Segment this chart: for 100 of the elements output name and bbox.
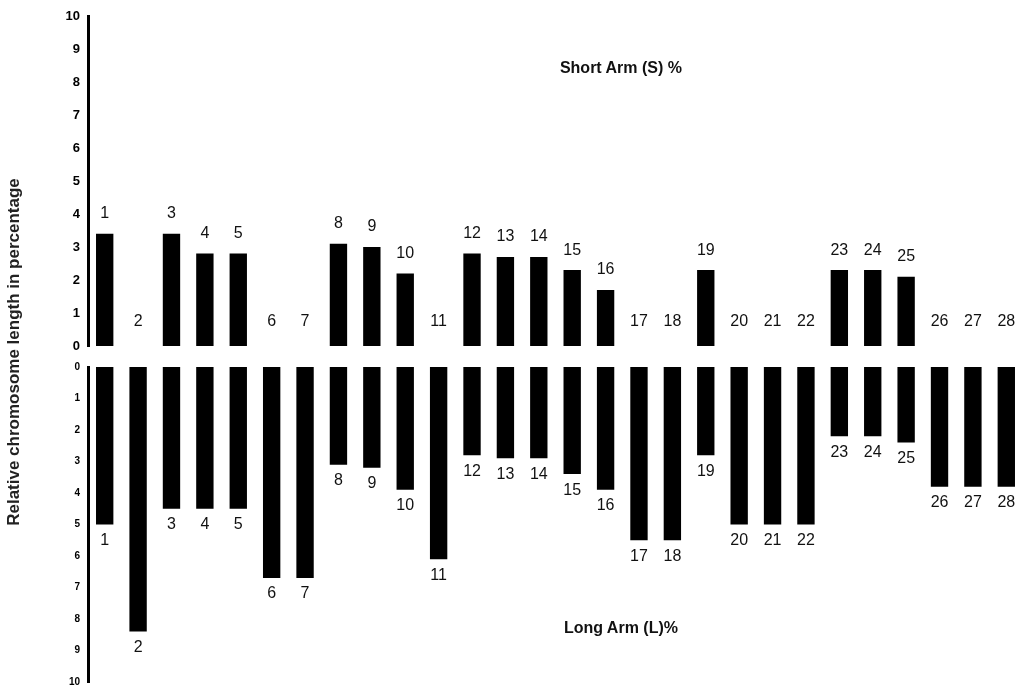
bar: [262, 367, 281, 579]
x-tick-label: 2: [133, 312, 143, 330]
x-tick-label: 9: [367, 474, 377, 492]
bar: [496, 256, 515, 346]
x-tick-label: 16: [596, 260, 615, 278]
x-tick-label: 10: [396, 243, 415, 261]
x-tick-label: 12: [463, 461, 482, 479]
bar: [329, 367, 348, 465]
y-tick-label: 8: [74, 612, 81, 624]
bar: [697, 270, 715, 346]
bar: [463, 367, 481, 456]
bar: [196, 367, 214, 509]
annotation: Short Arm (S) %: [559, 59, 682, 77]
y-axis-title: Relative chromosome length in percentage: [4, 178, 24, 526]
bar: [496, 367, 515, 459]
y-tick-label: 8: [72, 73, 80, 89]
bar: [697, 367, 715, 456]
x-tick-label: 28: [997, 493, 1016, 511]
x-tick-label: 10: [396, 496, 415, 514]
x-tick-label: 15: [563, 480, 582, 498]
x-tick-label: 5: [233, 224, 243, 242]
bar: [396, 273, 414, 346]
bar: [162, 367, 181, 509]
bar: [997, 367, 1015, 487]
y-tick-label: 10: [65, 7, 80, 23]
bar: [329, 243, 348, 346]
bar: [596, 289, 615, 346]
x-tick-label: 27: [964, 493, 982, 511]
x-tick-label: 20: [730, 312, 749, 330]
bar: [763, 367, 782, 525]
x-tick-label: 16: [596, 496, 615, 514]
x-tick-label: 22: [797, 530, 815, 548]
bar: [296, 367, 314, 579]
bar: [229, 253, 247, 346]
x-tick-label: 19: [696, 461, 715, 479]
y-tick-label: 10: [68, 675, 81, 687]
x-tick-label: 26: [930, 312, 949, 330]
bar: [864, 270, 882, 346]
bar: [162, 233, 181, 346]
x-tick-label: 11: [430, 565, 448, 583]
bar: [964, 367, 982, 487]
x-tick-label: 3: [167, 204, 177, 222]
annotation: Long Arm (L)%: [563, 618, 678, 636]
y-tick-label: 9: [72, 40, 80, 56]
y-tick-label: 6: [72, 139, 80, 155]
x-tick-label: 1: [100, 204, 110, 222]
y-tick-label: 5: [72, 172, 80, 188]
x-tick-label: 6: [267, 312, 277, 330]
x-tick-label: 12: [463, 224, 482, 242]
bar: [196, 253, 214, 346]
y-tick-label: 0: [72, 337, 80, 353]
bar: [129, 367, 147, 632]
x-tick-label: 14: [529, 464, 548, 482]
bar: [864, 367, 882, 437]
x-tick-label: 13: [496, 464, 515, 482]
x-tick-label: 21: [763, 530, 782, 548]
x-tick-label: 5: [233, 515, 243, 533]
x-tick-label: 25: [897, 247, 916, 265]
x-tick-label: 20: [730, 530, 749, 548]
x-tick-label: 18: [663, 312, 682, 330]
bar: [363, 247, 381, 346]
x-tick-label: 24: [863, 442, 882, 460]
x-tick-label: 24: [863, 240, 882, 258]
x-tick-label: 9: [367, 217, 377, 235]
bar: [897, 276, 915, 346]
bar: [596, 367, 615, 490]
bar: [830, 367, 849, 437]
y-tick-label: 0: [74, 360, 81, 372]
x-tick-label: 27: [964, 312, 982, 330]
x-tick-label: 23: [830, 442, 849, 460]
x-tick-label: 4: [200, 224, 210, 242]
y-tick-label: 2: [72, 271, 80, 287]
bar: [96, 233, 114, 346]
bar: [897, 367, 915, 443]
x-tick-label: 8: [333, 471, 343, 489]
x-tick-label: 28: [997, 312, 1016, 330]
bar: [630, 367, 648, 541]
x-tick-label: 15: [563, 240, 582, 258]
bar: [363, 367, 381, 468]
x-tick-label: 7: [300, 312, 310, 330]
x-tick-label: 11: [430, 312, 448, 330]
x-tick-label: 25: [897, 449, 916, 467]
y-tick-label: 9: [74, 644, 81, 656]
bar: [563, 367, 581, 475]
x-tick-label: 17: [630, 312, 648, 330]
x-tick-label: 26: [930, 493, 949, 511]
bar: [229, 367, 247, 509]
bar: [530, 256, 548, 346]
bar: [730, 367, 748, 525]
bar: [830, 270, 849, 346]
x-tick-label: 22: [797, 312, 815, 330]
bar: [530, 367, 548, 459]
bar: [930, 367, 949, 487]
bar: [463, 253, 481, 346]
x-tick-label: 3: [167, 515, 177, 533]
bar: [563, 270, 581, 346]
x-tick-label: 13: [496, 227, 515, 245]
x-tick-label: 4: [200, 515, 210, 533]
x-tick-label: 17: [630, 546, 648, 564]
bar: [797, 367, 815, 525]
